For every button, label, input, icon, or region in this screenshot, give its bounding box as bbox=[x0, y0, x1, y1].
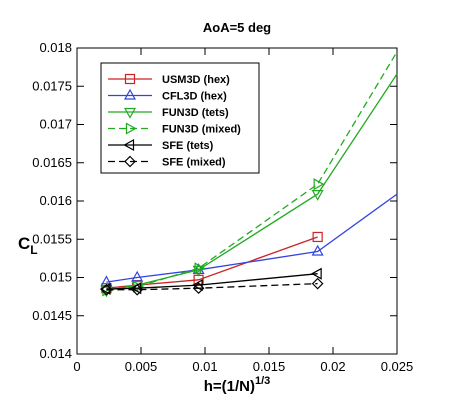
data-point-marker bbox=[131, 270, 144, 282]
data-point-marker bbox=[311, 277, 324, 290]
series-line bbox=[106, 282, 318, 291]
legend-box bbox=[100, 62, 260, 174]
y-tick-label: 0.016 bbox=[39, 193, 72, 208]
series-line bbox=[106, 73, 398, 292]
legend-item: FUN3D (tets) bbox=[108, 107, 229, 119]
legend-item: CFL3D (hex) bbox=[108, 88, 227, 103]
y-tick-label: 0.014 bbox=[39, 346, 72, 361]
data-point-marker bbox=[123, 107, 137, 119]
y-tick-label: 0.018 bbox=[39, 40, 72, 55]
data-point-marker bbox=[124, 155, 136, 168]
data-point-marker bbox=[313, 178, 325, 191]
y-tick-label: 0.0165 bbox=[32, 155, 72, 170]
data-point-marker bbox=[123, 88, 137, 100]
data-point-marker bbox=[311, 190, 324, 201]
legend-item: SFE (tets) bbox=[108, 138, 214, 152]
chart-title: AoA=5 deg bbox=[203, 20, 271, 35]
data-point-marker bbox=[131, 283, 144, 296]
legend-label: USM3D (hex) bbox=[162, 74, 230, 86]
x-tick-label: 0.025 bbox=[381, 359, 414, 374]
data-point-marker bbox=[125, 122, 137, 135]
series-line bbox=[106, 193, 398, 283]
x-tick-label: 0.02 bbox=[320, 359, 345, 374]
legend: USM3D (hex) CFL3D (hex) FUN3D (tets) FUN3D … bbox=[100, 62, 260, 174]
data-point-marker bbox=[192, 282, 205, 295]
x-axis-label-main: h=(1/N) bbox=[204, 378, 255, 395]
x-tick-label: 0 bbox=[73, 359, 80, 374]
x-axis-label: h=(1/N)1/3 bbox=[204, 375, 271, 395]
axis-ticks: 0 0.005 0.01 0.015 0.02 0.025 0.014 0.0145 0.015… bbox=[32, 40, 413, 374]
y-tick-label: 0.0175 bbox=[32, 78, 72, 93]
legend-item: FUN3D (mixed) bbox=[108, 122, 241, 136]
data-point-marker bbox=[192, 265, 205, 277]
y-tick-label: 0.0155 bbox=[32, 231, 72, 246]
legend-item: SFE (mixed) bbox=[108, 155, 226, 169]
series-group bbox=[100, 277, 324, 296]
series-group bbox=[100, 193, 398, 287]
data-point-marker bbox=[310, 267, 322, 280]
series-line bbox=[106, 51, 398, 292]
series-layer bbox=[99, 51, 398, 298]
series-line bbox=[106, 236, 318, 289]
data-point-marker bbox=[124, 73, 136, 85]
legend-label: FUN3D (tets) bbox=[162, 107, 229, 119]
legend-label: SFE (mixed) bbox=[162, 157, 226, 169]
x-tick-label: 0.005 bbox=[125, 359, 158, 374]
y-tick-label: 0.0145 bbox=[32, 308, 72, 323]
y-axis-label: CL bbox=[18, 234, 38, 257]
legend-label: CFL3D (hex) bbox=[162, 91, 227, 103]
legend-label: SFE (tets) bbox=[162, 140, 214, 152]
y-axis-label-main: C bbox=[18, 234, 30, 253]
y-axis-label-subscript: L bbox=[30, 243, 37, 257]
data-point-marker bbox=[100, 283, 113, 296]
data-point-marker bbox=[123, 138, 135, 152]
y-tick-label: 0.015 bbox=[39, 270, 72, 285]
x-tick-label: 0.015 bbox=[253, 359, 286, 374]
data-point-marker bbox=[311, 244, 324, 256]
series-line bbox=[106, 273, 318, 290]
x-tick-label: 0.01 bbox=[192, 359, 217, 374]
data-point-marker bbox=[194, 262, 206, 275]
x-axis-label-exponent: 1/3 bbox=[255, 375, 270, 387]
legend-label: FUN3D (mixed) bbox=[162, 124, 241, 136]
data-point-marker bbox=[312, 231, 323, 243]
y-tick-label: 0.017 bbox=[39, 117, 72, 132]
legend-item: USM3D (hex) bbox=[108, 73, 230, 86]
